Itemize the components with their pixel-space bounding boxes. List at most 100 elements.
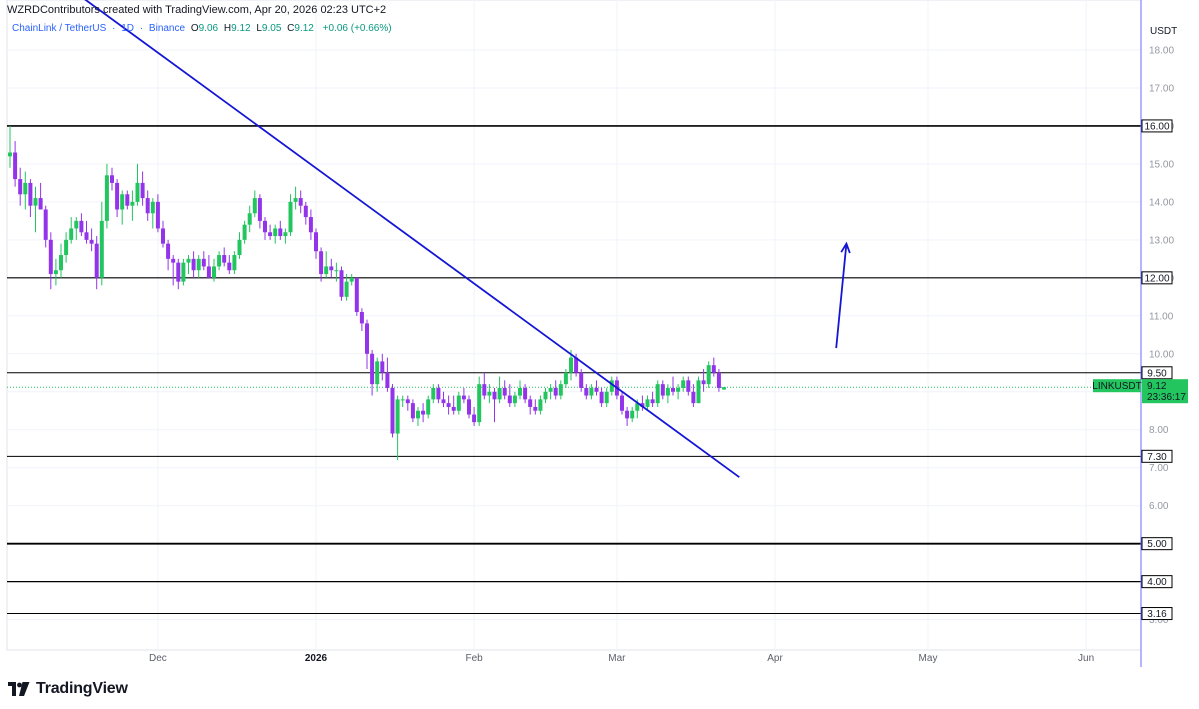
price-tick-label: 10.00 bbox=[1149, 349, 1174, 360]
candle-body bbox=[390, 387, 395, 434]
level-tag-label: 3.16 bbox=[1147, 609, 1167, 620]
candle-body bbox=[584, 387, 589, 396]
legend-symbol: ChainLink / TetherUS bbox=[12, 23, 107, 34]
candle-body bbox=[140, 182, 145, 199]
legend-low-label: L bbox=[256, 23, 262, 34]
axis-currency-label: USDT bbox=[1150, 26, 1178, 37]
legend-close: 9.12 bbox=[294, 23, 314, 34]
candle-body bbox=[569, 357, 573, 373]
candle-body bbox=[303, 205, 308, 218]
candle-body bbox=[421, 410, 426, 415]
candle-body bbox=[441, 399, 446, 404]
candle-body bbox=[497, 387, 502, 400]
candle-body bbox=[339, 270, 344, 297]
candle-body bbox=[405, 399, 410, 404]
candle-body bbox=[64, 239, 69, 256]
candle-body bbox=[263, 220, 267, 233]
candle-body bbox=[33, 198, 38, 206]
candle-body bbox=[589, 387, 594, 396]
candle-body bbox=[89, 239, 94, 244]
candle-body bbox=[278, 228, 283, 237]
candle-body bbox=[186, 258, 191, 263]
candle-body bbox=[558, 384, 563, 396]
candle-body bbox=[553, 387, 558, 396]
symbol-tag bbox=[1093, 379, 1141, 393]
candle-body bbox=[711, 365, 716, 373]
candle-body bbox=[13, 152, 18, 180]
candle-body bbox=[625, 410, 630, 419]
price-tick-label: 15.00 bbox=[1149, 159, 1174, 170]
legend-interval: 1D bbox=[121, 23, 135, 34]
candle-body bbox=[400, 399, 405, 401]
candle-body bbox=[293, 198, 298, 202]
price-tick-label: 8.00 bbox=[1149, 425, 1169, 436]
descending-trendline bbox=[84, 0, 740, 478]
candle-body bbox=[650, 399, 655, 404]
candle-body bbox=[334, 270, 339, 272]
chart-credit: WZRDContributors created with TradingVie… bbox=[7, 4, 387, 16]
candle-body bbox=[191, 258, 196, 271]
candle-body bbox=[691, 391, 696, 404]
time-tick-label: Feb bbox=[465, 653, 483, 664]
level-tag bbox=[1141, 537, 1173, 551]
candle-body bbox=[48, 239, 53, 275]
bar-countdown: 23:36:17 bbox=[1147, 392, 1186, 403]
candle-body bbox=[359, 312, 364, 324]
candle-body bbox=[451, 406, 456, 411]
candle-body bbox=[518, 387, 522, 396]
candle-body bbox=[69, 228, 74, 240]
price-tick-label: 17.00 bbox=[1149, 83, 1174, 94]
candle-body bbox=[467, 399, 471, 415]
candle-body bbox=[99, 220, 104, 278]
candle-body bbox=[701, 380, 706, 385]
drawings bbox=[84, 0, 851, 478]
candle-body bbox=[324, 266, 329, 275]
candle-body bbox=[722, 387, 726, 390]
level-tag bbox=[1141, 575, 1173, 589]
candle-body bbox=[237, 239, 242, 256]
candle-body bbox=[166, 243, 171, 259]
candle-body bbox=[426, 399, 431, 415]
level-tag-label: 7.30 bbox=[1147, 452, 1167, 463]
candle-body bbox=[79, 220, 84, 233]
price-axis: 3.004.005.006.007.008.009.0010.0011.0012… bbox=[1140, 0, 1174, 667]
legend-low: 9.05 bbox=[261, 23, 282, 34]
candle-body bbox=[446, 403, 451, 407]
candle-body bbox=[288, 201, 293, 233]
candle-body bbox=[370, 353, 375, 385]
last-price-tag bbox=[1142, 379, 1188, 404]
candle-body bbox=[145, 198, 150, 214]
candle-body bbox=[74, 220, 79, 229]
level-tag-label: 16.00 bbox=[1144, 121, 1169, 132]
candle-body bbox=[308, 217, 313, 233]
chart-grid bbox=[6, 0, 1142, 651]
candle-body bbox=[115, 182, 120, 210]
price-tick-label: 3.00 bbox=[1149, 615, 1169, 626]
price-tick-label: 18.00 bbox=[1149, 45, 1174, 56]
candle-body bbox=[395, 399, 400, 434]
candle-body bbox=[686, 380, 691, 392]
candle-body bbox=[482, 384, 487, 396]
candle-body bbox=[84, 232, 89, 240]
candle-body bbox=[201, 258, 206, 267]
time-tick-label: Jun bbox=[1078, 653, 1094, 664]
candle-body bbox=[43, 209, 48, 240]
level-tag bbox=[1141, 449, 1173, 463]
level-tag bbox=[1141, 607, 1173, 621]
candle-body bbox=[630, 410, 635, 419]
candle-body bbox=[436, 387, 441, 400]
legend-open-label: O bbox=[190, 23, 199, 34]
candle-body bbox=[665, 387, 670, 396]
candle-body bbox=[8, 152, 12, 157]
candle-body bbox=[242, 224, 247, 240]
candle-body bbox=[543, 391, 548, 400]
candle-body bbox=[38, 198, 43, 210]
candle-body bbox=[410, 403, 415, 419]
time-tick-label: Mar bbox=[608, 653, 626, 664]
candle-body bbox=[268, 232, 273, 237]
candle-body bbox=[252, 198, 257, 214]
candle-body bbox=[212, 266, 216, 278]
candle-body bbox=[298, 198, 303, 206]
level-tag-label: 5.00 bbox=[1147, 539, 1167, 550]
